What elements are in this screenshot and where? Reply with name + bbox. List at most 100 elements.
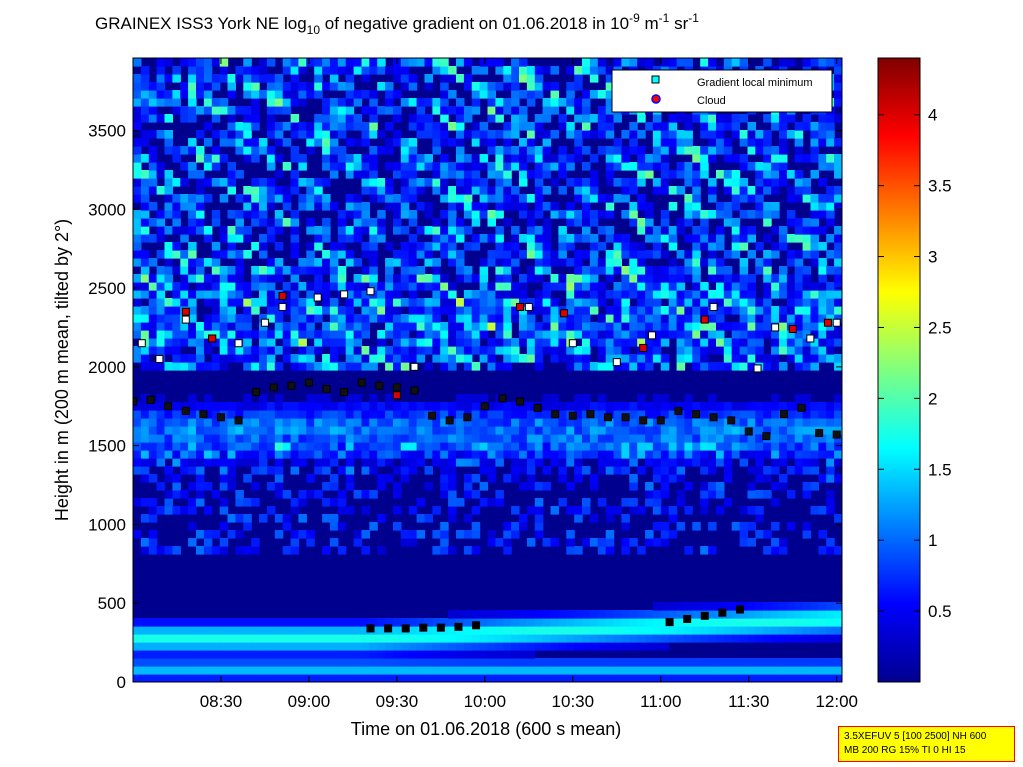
heat-cell <box>645 314 654 323</box>
heat-cell <box>259 674 268 682</box>
heat-cell <box>251 178 260 187</box>
heat-cell <box>282 354 292 363</box>
heat-cell <box>322 402 331 411</box>
heat-cell <box>708 546 717 555</box>
heat-cell <box>306 634 315 643</box>
heat-cell <box>400 242 410 251</box>
heat-cell <box>652 250 662 259</box>
heat-cell <box>361 450 370 459</box>
heat-cell <box>566 482 575 491</box>
heat-cell <box>243 634 252 643</box>
heat-cell <box>605 466 615 475</box>
heat-cell <box>589 330 599 339</box>
heat-cell <box>755 338 764 347</box>
minimum-marker <box>366 287 375 296</box>
heat-cell <box>385 658 394 667</box>
heat-cell <box>834 274 842 283</box>
heat-cell <box>621 466 630 475</box>
heat-cell <box>140 194 150 203</box>
heat-cell <box>235 626 244 635</box>
heat-cell <box>164 674 173 682</box>
heat-cell <box>456 314 465 323</box>
heat-cell <box>416 306 426 315</box>
heat-cell <box>322 426 331 435</box>
heat-cell <box>180 282 189 291</box>
heat-cell <box>676 322 686 331</box>
heat-cell <box>416 114 426 123</box>
heat-cell <box>251 434 260 443</box>
heat-cell <box>203 274 213 283</box>
heat-cell <box>290 626 300 635</box>
heat-cell <box>771 418 780 427</box>
heat-cell <box>164 322 173 331</box>
heat-cell <box>456 618 465 627</box>
heat-cell <box>597 338 607 347</box>
heat-cell <box>771 434 780 443</box>
heat-cell <box>637 266 646 275</box>
heat-cell <box>290 530 300 539</box>
heat-cell <box>534 306 544 315</box>
heat-cell <box>266 218 276 227</box>
heat-cell <box>463 178 473 187</box>
heat-cell <box>676 250 686 259</box>
heat-cell <box>566 402 575 411</box>
heat-cell <box>794 410 804 419</box>
heat-cell <box>834 194 842 203</box>
heat-cell <box>322 178 331 187</box>
heat-cell <box>589 434 599 443</box>
heat-cell <box>479 130 489 139</box>
heat-cell <box>369 458 378 467</box>
heat-cell <box>779 266 788 275</box>
heat-cell <box>542 418 552 427</box>
heat-cell <box>511 346 520 355</box>
heat-cell <box>668 242 678 251</box>
heat-cell <box>400 178 410 187</box>
heat-cell <box>337 522 347 531</box>
heat-cell <box>794 322 804 331</box>
heat-cell <box>794 290 804 299</box>
heat-cell <box>621 674 630 682</box>
heat-cell <box>739 114 749 123</box>
heat-cell <box>180 106 189 115</box>
heat-cell <box>393 194 402 203</box>
heat-cell <box>400 666 410 675</box>
heat-cell <box>471 162 481 171</box>
heat-cell <box>771 282 780 291</box>
heat-cell <box>463 290 473 299</box>
heat-cell <box>180 194 189 203</box>
heat-cell <box>243 474 252 483</box>
heat-cell <box>393 314 402 323</box>
heat-cell <box>802 186 812 195</box>
heat-cell <box>203 362 213 371</box>
heat-cell <box>771 458 780 467</box>
heat-cell <box>621 242 630 251</box>
heat-cell <box>440 674 449 682</box>
heat-cell <box>219 506 229 515</box>
heat-cell <box>629 218 638 227</box>
heat-cell <box>211 210 221 219</box>
heat-cell <box>810 338 819 347</box>
heat-cell <box>172 482 181 491</box>
heat-cell <box>747 674 756 682</box>
heat-cell <box>306 426 315 435</box>
heat-cell <box>306 346 315 355</box>
heat-cell <box>385 410 394 419</box>
heat-cell <box>148 634 158 643</box>
heat-cell <box>542 626 552 635</box>
heat-cell <box>771 610 780 619</box>
heat-cell <box>566 242 575 251</box>
heat-cell <box>779 290 788 299</box>
heat-cell <box>503 346 512 355</box>
heat-cell <box>274 90 284 99</box>
heat-cell <box>613 306 622 315</box>
heat-cell <box>684 330 693 339</box>
heat-cell <box>802 458 812 467</box>
heat-cell <box>700 458 709 467</box>
heat-cell <box>495 258 504 267</box>
heat-cell <box>668 626 678 635</box>
heat-cell <box>708 242 717 251</box>
heat-cell <box>723 266 733 275</box>
heat-cell <box>487 538 496 547</box>
heat-cell <box>322 362 331 371</box>
heat-cell <box>172 106 181 115</box>
